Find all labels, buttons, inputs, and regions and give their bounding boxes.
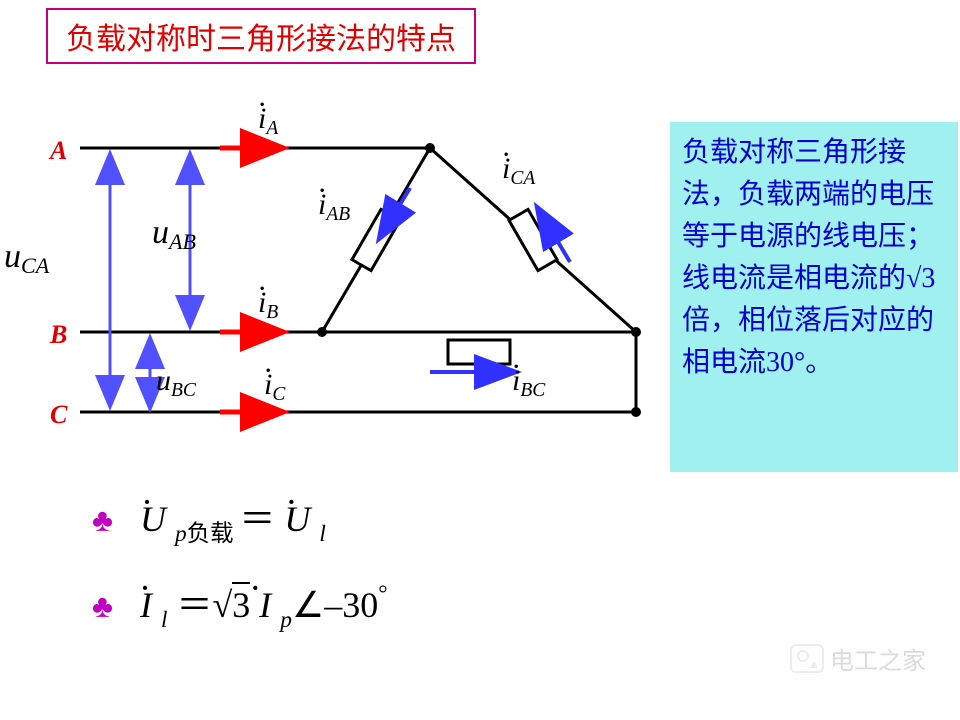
minus30: –30 bbox=[324, 585, 378, 625]
eq1: ＝ bbox=[239, 499, 275, 539]
club-icon: ♣ bbox=[92, 502, 113, 538]
eq2: ＝ bbox=[177, 585, 213, 625]
angle-sym: ∠ bbox=[292, 585, 324, 625]
formula-current: ♣ · I l ＝√3 · I p∠–30° bbox=[92, 576, 388, 628]
info-box: 负载对称三角形接法，负载两端的电压等于电源的线电压；线电流是相电流的√3 倍，相位… bbox=[670, 122, 958, 472]
sub-load: 负载 bbox=[187, 521, 234, 547]
info-text-before: 负载对称三角形接法，负载两端的电压等于电源的线电压；线电流是相电流的 bbox=[682, 137, 934, 294]
watermark: 电工之家 bbox=[790, 640, 926, 676]
sub-p2: p bbox=[280, 607, 292, 633]
wechat-icon bbox=[790, 644, 824, 673]
sqrt3: 3 bbox=[232, 582, 250, 625]
deg: ° bbox=[378, 581, 387, 607]
club-icon-2: ♣ bbox=[92, 588, 113, 624]
circuit-svg bbox=[10, 92, 660, 452]
page-title: 负载对称时三角形接法的特点 bbox=[46, 8, 476, 64]
watermark-text: 电工之家 bbox=[830, 649, 926, 675]
sub-p: p bbox=[175, 521, 187, 547]
formula-voltage: ♣ · U p负载 ＝ · U l bbox=[92, 490, 326, 542]
info-text-after: 倍，相位落后对应的相电流30°。 bbox=[682, 305, 934, 378]
sub-l2: l bbox=[161, 607, 168, 633]
info-sqrt: √3 bbox=[906, 263, 935, 294]
sub-l: l bbox=[319, 521, 326, 547]
sym-I2: I bbox=[259, 585, 271, 625]
circuit-diagram: ABC·iA·iB·iC·iAB·iCA·iBCuCAuABuBC bbox=[10, 92, 660, 452]
